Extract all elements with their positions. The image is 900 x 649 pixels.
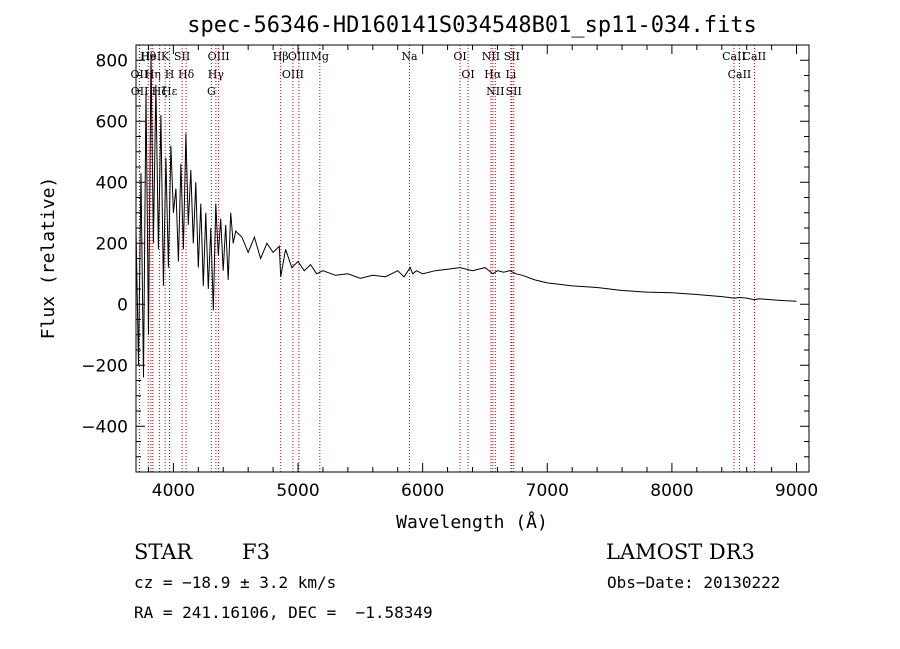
y-tick-label: 800 <box>96 51 128 71</box>
x-axis-label: Wavelength (Å) <box>396 511 548 533</box>
y-tick-label: −400 <box>81 417 128 437</box>
line-marker-label: CaII <box>743 50 767 63</box>
y-tick-label: −200 <box>81 356 128 376</box>
line-marker-label: OI <box>453 50 466 63</box>
line-marker-label: Hη <box>145 68 161 81</box>
line-marker-label: Mg <box>311 50 329 63</box>
line-marker-label: Hγ <box>208 68 225 81</box>
plot-frame <box>135 44 810 473</box>
object-class: STAR <box>134 540 193 564</box>
y-axis-label: Flux (relative) <box>38 177 59 340</box>
y-tick-label: 0 <box>117 295 128 315</box>
coordinates: RA = 241.16106, DEC = −1.58349 <box>134 603 433 622</box>
line-marker-label: Li <box>505 68 516 81</box>
line-marker-label: OIII <box>208 50 230 63</box>
series-line-flux <box>135 54 797 378</box>
emission-line-markers: HθOIIOIIHeIHηHζKHHεSIIHδOIIIHγGHβOIIIOII… <box>131 45 767 472</box>
line-marker-label: OIII <box>282 68 304 81</box>
obs-date: Obs−Date: 20130222 <box>607 573 781 592</box>
line-marker-label: H <box>165 68 175 81</box>
line-marker-label: SII <box>174 50 190 63</box>
line-marker-label: Hβ <box>273 50 289 63</box>
line-marker-label: CaII <box>728 68 752 81</box>
line-marker-label: SII <box>506 85 522 98</box>
redshift-cz: cz = −18.9 ± 3.2 km/s <box>134 573 337 592</box>
survey-name: LAMOST DR3 <box>606 540 755 564</box>
line-marker-label: CaII <box>722 50 746 63</box>
y-tick-label: 600 <box>96 112 128 132</box>
line-marker-label: Hδ <box>178 68 195 81</box>
line-marker-label: OII <box>131 68 149 81</box>
x-tick-label: 8000 <box>650 481 693 501</box>
x-tick-label: 5000 <box>276 481 319 501</box>
line-marker-label: SII <box>504 50 520 63</box>
line-marker-label: Na <box>401 50 418 63</box>
spectrum-series <box>135 54 797 378</box>
x-tick-label: 9000 <box>775 481 818 501</box>
line-marker-label: OII <box>131 85 149 98</box>
x-tick-label: 7000 <box>526 481 569 501</box>
line-marker-label: OIII <box>288 50 310 63</box>
y-tick-label: 400 <box>96 173 128 193</box>
line-marker-label: Hε <box>162 85 178 98</box>
line-marker-label: G <box>207 85 216 98</box>
y-tick-label: 200 <box>96 234 128 254</box>
line-marker-label: K <box>161 50 170 63</box>
line-marker-label: NII <box>486 85 504 98</box>
line-marker-label: NII <box>482 50 500 63</box>
y-axis-ticks: −400 −200 0 200 400 600 800 <box>81 51 809 458</box>
line-marker-label: Hα <box>484 68 502 81</box>
x-tick-label: 4000 <box>152 481 195 501</box>
object-subclass: F3 <box>242 540 270 564</box>
line-marker-label: OI <box>461 68 474 81</box>
chart-title: spec-56346-HD160141S034548B01_sp11-034.f… <box>187 13 757 38</box>
x-axis-ticks: 4000 5000 6000 7000 8000 9000 <box>147 45 818 501</box>
x-tick-label: 6000 <box>401 481 444 501</box>
